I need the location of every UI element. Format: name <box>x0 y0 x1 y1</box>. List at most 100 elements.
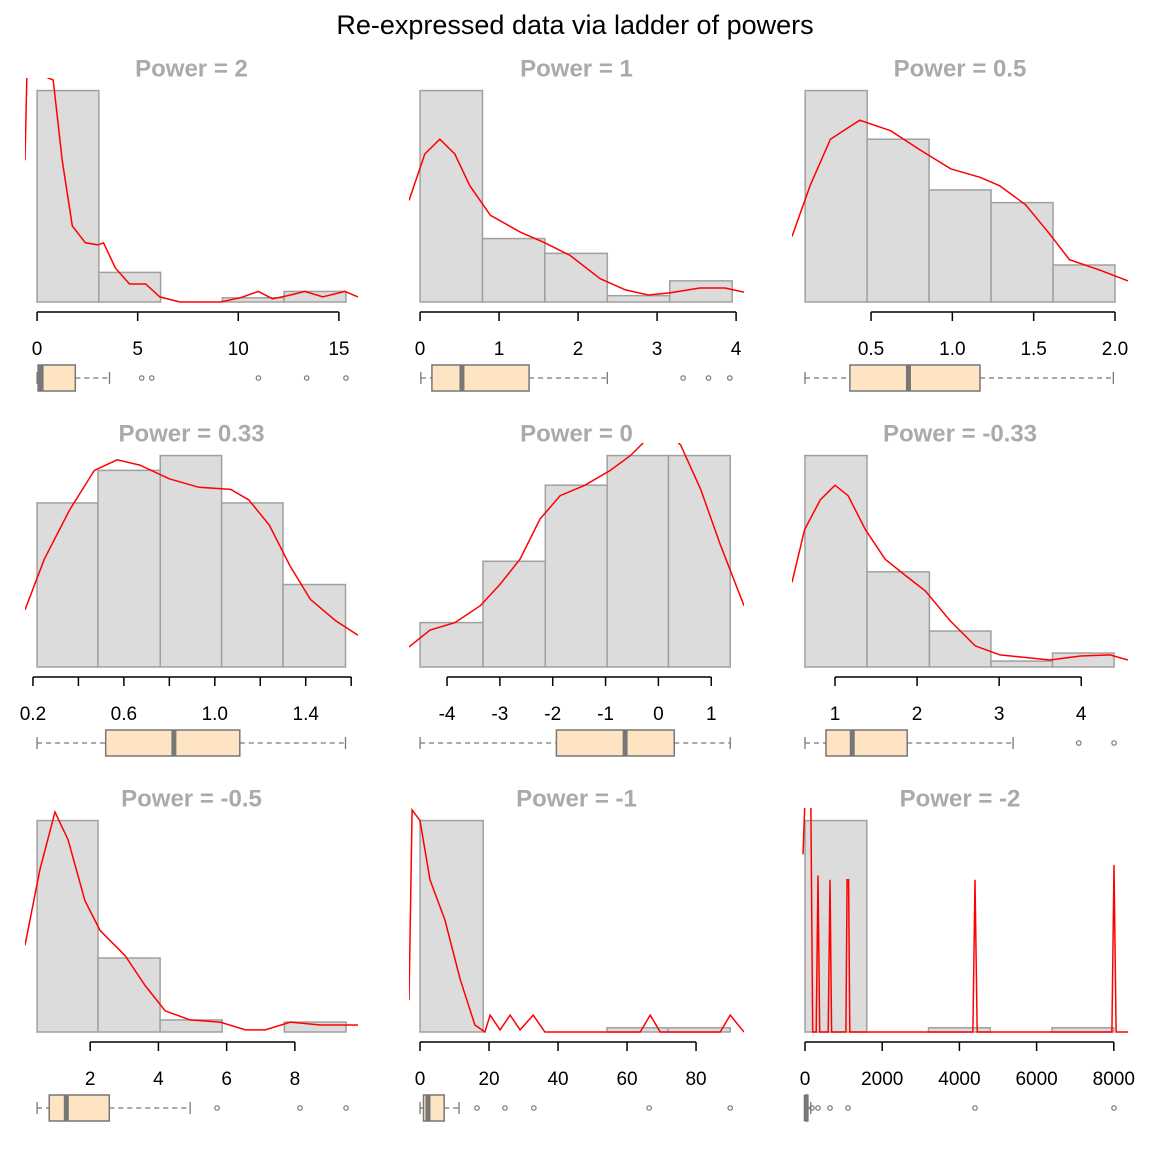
histogram-bar <box>36 502 99 668</box>
x-tick-label: 3 <box>994 704 1005 725</box>
histogram-bar <box>419 621 484 668</box>
histogram-bar <box>866 138 930 303</box>
histogram-bar <box>990 660 1054 668</box>
histogram-bar <box>804 454 868 668</box>
outlier <box>474 1105 480 1111</box>
histogram-bar <box>98 271 162 303</box>
outlier <box>815 1105 821 1111</box>
panel-title: Power = -1 <box>516 785 637 812</box>
histogram-bar <box>159 454 223 668</box>
box <box>48 1094 111 1122</box>
density-line <box>792 484 1128 661</box>
x-tick-label: 15 <box>328 339 349 360</box>
density-line <box>409 443 744 648</box>
panel-title: Power = 2 <box>135 55 248 82</box>
outlier <box>343 1105 349 1111</box>
x-tick-label: -1 <box>597 704 614 725</box>
histogram-bar <box>928 189 992 303</box>
x-tick-label: 8000 <box>1093 1069 1135 1090</box>
outlier <box>827 1105 833 1111</box>
histogram-bar <box>606 294 671 303</box>
outlier <box>727 1105 733 1111</box>
x-tick-label: 4000 <box>938 1069 980 1090</box>
x-tick-label: 4 <box>153 1069 164 1090</box>
x-tick-label: 40 <box>547 1069 568 1090</box>
x-tick-label: 6000 <box>1015 1069 1057 1090</box>
x-tick-label: 1.0 <box>939 339 965 360</box>
histogram-bar <box>668 280 733 303</box>
x-tick-label: 60 <box>616 1069 637 1090</box>
outlier <box>1111 1105 1117 1111</box>
panel-title: Power = 0 <box>520 420 633 447</box>
outlier <box>1111 740 1117 746</box>
x-tick-label: 1 <box>494 339 505 360</box>
x-tick-label: 0 <box>415 1069 426 1090</box>
outlier <box>303 375 310 381</box>
panel-title: Power = -0.33 <box>883 420 1037 447</box>
histogram-bar <box>97 469 161 668</box>
x-tick-label: 20 <box>478 1069 499 1090</box>
outlier <box>297 1105 303 1111</box>
x-tick-label: 2.0 <box>1102 339 1128 360</box>
density-line <box>409 808 744 1034</box>
x-tick-label: 6 <box>221 1069 232 1090</box>
outlier <box>680 375 686 381</box>
x-tick-label: 0 <box>415 339 426 360</box>
outlier <box>845 1105 851 1111</box>
x-tick-label: -4 <box>439 704 456 725</box>
outlier <box>502 1105 508 1111</box>
histogram-bar <box>544 252 609 303</box>
x-tick-label: 2 <box>85 1069 96 1090</box>
x-tick-label: 5 <box>132 339 143 360</box>
panel-title: Power = 0.5 <box>894 55 1027 82</box>
x-tick-label: 2 <box>573 339 584 360</box>
density-line <box>25 78 358 303</box>
x-tick-label: 2000 <box>861 1069 903 1090</box>
outlier <box>705 375 712 381</box>
outlier <box>138 375 145 381</box>
x-tick-label: 0 <box>653 704 664 725</box>
x-tick-label: 1.4 <box>293 704 320 725</box>
outlier <box>343 375 349 381</box>
x-tick-label: 80 <box>685 1069 706 1090</box>
panel-title: Power = 0.33 <box>118 420 264 447</box>
box <box>555 729 676 757</box>
box <box>825 729 908 757</box>
histogram-bar <box>97 957 161 1033</box>
box <box>431 364 530 392</box>
histogram-bar <box>283 1021 347 1033</box>
histogram-bar <box>1052 264 1116 303</box>
outlier <box>148 375 155 381</box>
x-tick-label: 4 <box>731 339 742 360</box>
x-tick-label: 0.2 <box>20 704 46 725</box>
histogram-bar <box>544 484 608 668</box>
outlier <box>214 1105 220 1111</box>
x-tick-label: 2 <box>912 704 923 725</box>
histogram-bar <box>36 819 99 1033</box>
x-tick-label: 1 <box>830 704 841 725</box>
x-tick-label: 0 <box>800 1069 811 1090</box>
density-line <box>802 808 1128 1033</box>
density-line <box>25 809 358 1031</box>
outlier <box>255 375 262 381</box>
panel-title: Power = -0.5 <box>121 785 262 812</box>
histogram-bar <box>220 502 284 668</box>
panel-title: Power = -2 <box>900 785 1021 812</box>
density-line <box>792 119 1128 282</box>
histogram-bar <box>282 583 347 668</box>
outlier <box>646 1105 652 1111</box>
outlier <box>726 375 733 381</box>
histogram-bar <box>667 454 732 668</box>
x-tick-label: -3 <box>491 704 508 725</box>
x-tick-label: 4 <box>1076 704 1087 725</box>
x-tick-label: 0.6 <box>111 704 137 725</box>
histogram-bar <box>866 571 931 668</box>
density-line <box>409 138 744 296</box>
outlier <box>1075 740 1082 746</box>
x-tick-label: 1.5 <box>1020 339 1046 360</box>
x-tick-label: 3 <box>652 339 663 360</box>
histogram-bar <box>804 819 868 1033</box>
histogram-bar <box>481 237 546 303</box>
